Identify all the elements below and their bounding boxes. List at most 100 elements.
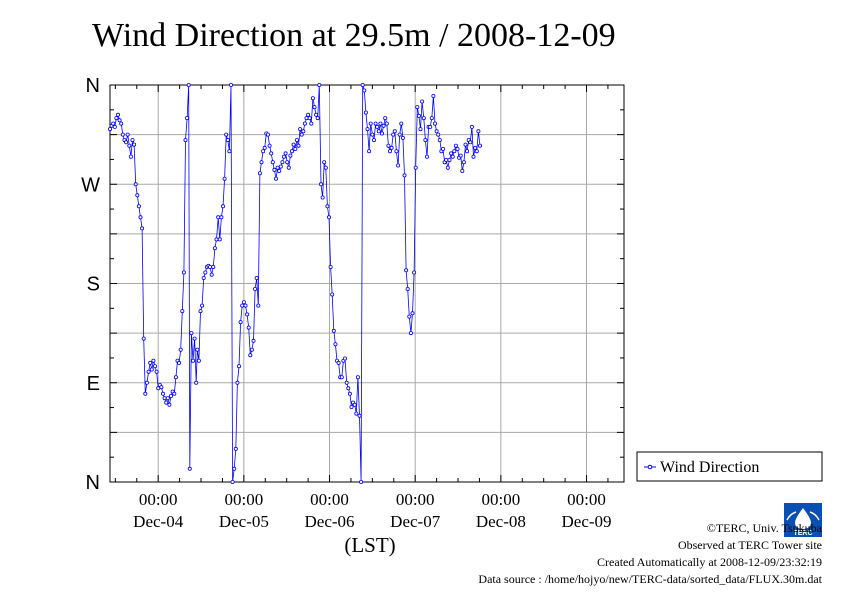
data-point <box>307 116 312 121</box>
data-point <box>373 121 378 126</box>
data-point <box>359 479 364 484</box>
series-line <box>109 84 481 483</box>
data-point <box>165 396 170 401</box>
data-point <box>392 129 397 134</box>
data-point <box>389 145 394 150</box>
data-point <box>285 160 290 165</box>
data-point <box>130 138 135 143</box>
data-point <box>378 121 383 126</box>
x-tick-label-time: 00:00 <box>567 490 606 509</box>
data-point <box>256 303 261 308</box>
data-point <box>181 270 186 275</box>
data-point <box>399 121 404 126</box>
data-point <box>262 145 267 150</box>
data-point <box>299 132 304 137</box>
data-point <box>325 204 330 209</box>
data-point <box>460 168 465 173</box>
data-point <box>402 173 407 178</box>
data-point <box>173 375 178 380</box>
data-point <box>200 303 205 308</box>
data-point <box>146 369 151 374</box>
footer-copyright: ©TERC, Univ. Tsukuba <box>707 521 823 535</box>
data-point <box>220 204 225 209</box>
data-point <box>318 182 323 187</box>
x-tick-label-time: 00:00 <box>139 490 178 509</box>
data-point <box>201 275 206 280</box>
data-point <box>275 165 280 170</box>
data-point <box>251 338 256 343</box>
data-point <box>367 149 372 154</box>
data-point <box>154 369 159 374</box>
data-point <box>212 246 217 251</box>
data-point <box>387 149 392 154</box>
data-point <box>296 143 301 148</box>
data-point <box>186 83 191 88</box>
data-point <box>222 176 227 181</box>
data-point <box>219 215 224 220</box>
data-point <box>228 83 233 88</box>
data-point <box>289 149 294 154</box>
data-point <box>423 138 428 143</box>
data-point <box>469 124 474 129</box>
data-point <box>346 386 351 391</box>
legend: Wind Direction <box>636 451 823 482</box>
data-point <box>156 386 161 391</box>
data-point <box>117 118 122 123</box>
data-point <box>404 268 409 273</box>
data-point <box>400 135 405 140</box>
data-point <box>431 94 436 99</box>
data-point <box>286 165 291 170</box>
data-point <box>413 165 418 170</box>
chart-title: Wind Direction at 29.5m / 2008-12-09 <box>92 17 616 54</box>
data-point <box>136 204 141 209</box>
data-point <box>152 364 157 369</box>
footer-created: Created Automatically at 2008-12-09/23:3… <box>597 555 822 569</box>
legend-box <box>636 451 823 482</box>
data-point <box>449 151 454 156</box>
data-point <box>355 375 360 380</box>
data-point <box>310 96 315 101</box>
data-point <box>455 146 460 151</box>
data-point <box>187 466 192 471</box>
x-tick-label-day: Dec-09 <box>562 512 612 531</box>
data-point <box>375 124 380 129</box>
data-point <box>253 286 258 291</box>
x-tick-label-day: Dec-05 <box>219 512 269 531</box>
data-point <box>408 331 413 336</box>
data-point <box>214 237 219 242</box>
data-point <box>116 112 121 117</box>
data-point <box>412 270 417 275</box>
data-point <box>465 149 470 154</box>
data-point <box>357 413 362 418</box>
data-point <box>360 83 365 88</box>
data-point <box>143 391 148 396</box>
data-point <box>246 325 251 330</box>
data-point <box>288 153 293 158</box>
data-point <box>138 215 143 220</box>
data-point <box>189 331 194 336</box>
data-point <box>463 142 468 147</box>
footer-source: Data source : /home/hojyo/new/TERC-data/… <box>478 572 822 586</box>
axis-ticks <box>110 84 624 483</box>
data-point <box>273 176 278 181</box>
data-point <box>277 168 282 173</box>
data-point <box>261 149 266 154</box>
data-point <box>162 396 167 401</box>
data-point <box>432 121 437 126</box>
data-point <box>112 124 117 129</box>
legend-marker-swatch <box>647 464 653 470</box>
x-tick-label-time: 00:00 <box>396 490 435 509</box>
data-point <box>461 160 466 165</box>
data-point <box>386 143 391 148</box>
data-point <box>473 145 478 150</box>
data-point <box>148 360 153 365</box>
data-point <box>240 303 245 308</box>
data-point <box>167 402 172 407</box>
data-point <box>317 83 322 88</box>
footer-observed: Observed at TERC Tower site <box>678 538 822 552</box>
data-point <box>410 311 415 316</box>
data-point <box>124 140 129 145</box>
data-point <box>328 264 333 269</box>
data-point <box>249 347 254 352</box>
